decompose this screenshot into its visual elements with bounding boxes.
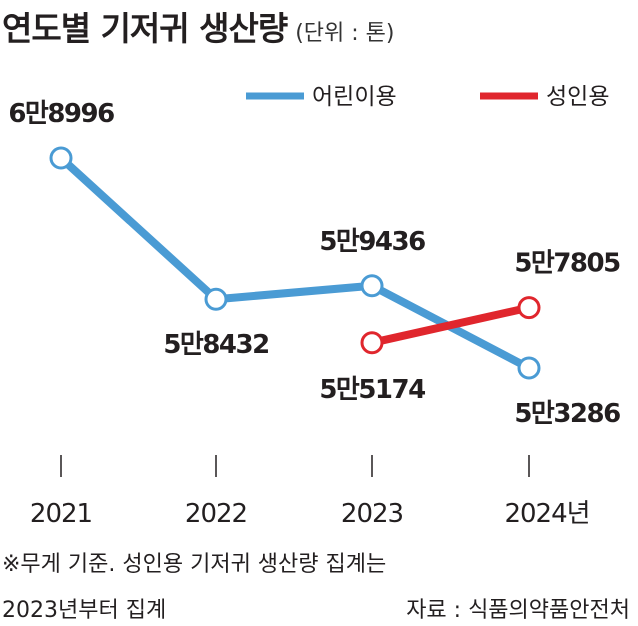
data-label-0-0: 6만8996 — [8, 99, 114, 129]
source-note: 자료 : 식품의약품안전처 — [406, 592, 630, 624]
data-label-1-3: 5만7805 — [514, 249, 620, 279]
footnote-line-2: 2023년부터 집계 — [2, 592, 166, 624]
data-point-0-1 — [206, 289, 226, 309]
legend-label-0: 어린이용 — [312, 84, 397, 110]
data-point-0-0 — [51, 148, 71, 168]
data-labels: 6만8996 5만8432 5만9436 5만3286 5만5174 5만7805 — [8, 99, 620, 429]
footnote-line-1: ※무게 기준. 성인용 기저귀 생산량 집계는 — [2, 546, 386, 578]
data-label-1-2: 5만5174 — [319, 375, 425, 405]
data-points — [51, 148, 539, 378]
data-point-0-3 — [519, 358, 539, 378]
legend: 어린이용 성인용 — [246, 84, 609, 110]
x-tick-label-1: 2022 — [185, 499, 247, 529]
x-tick-label-3: 2024년 — [504, 499, 589, 529]
legend-label-1: 성인용 — [546, 84, 609, 110]
data-point-1-3 — [519, 298, 539, 318]
x-axis: 2021 2022 2023 2024년 — [30, 455, 590, 529]
data-point-1-2 — [362, 333, 382, 353]
line-chart: 어린이용 성인용 2021 2022 2023 2024년 6만8996 5만8432 5만… — [0, 0, 638, 560]
data-point-0-2 — [362, 276, 382, 296]
x-tick-label-2: 2023 — [341, 499, 403, 529]
series-line-0 — [61, 158, 529, 368]
data-label-0-1: 5만8432 — [163, 330, 268, 360]
x-tick-label-0: 2021 — [30, 499, 92, 529]
series-line-1 — [372, 308, 529, 343]
series-lines — [61, 158, 529, 368]
data-label-0-2: 5만9436 — [319, 227, 425, 257]
data-label-0-3: 5만3286 — [514, 399, 620, 429]
